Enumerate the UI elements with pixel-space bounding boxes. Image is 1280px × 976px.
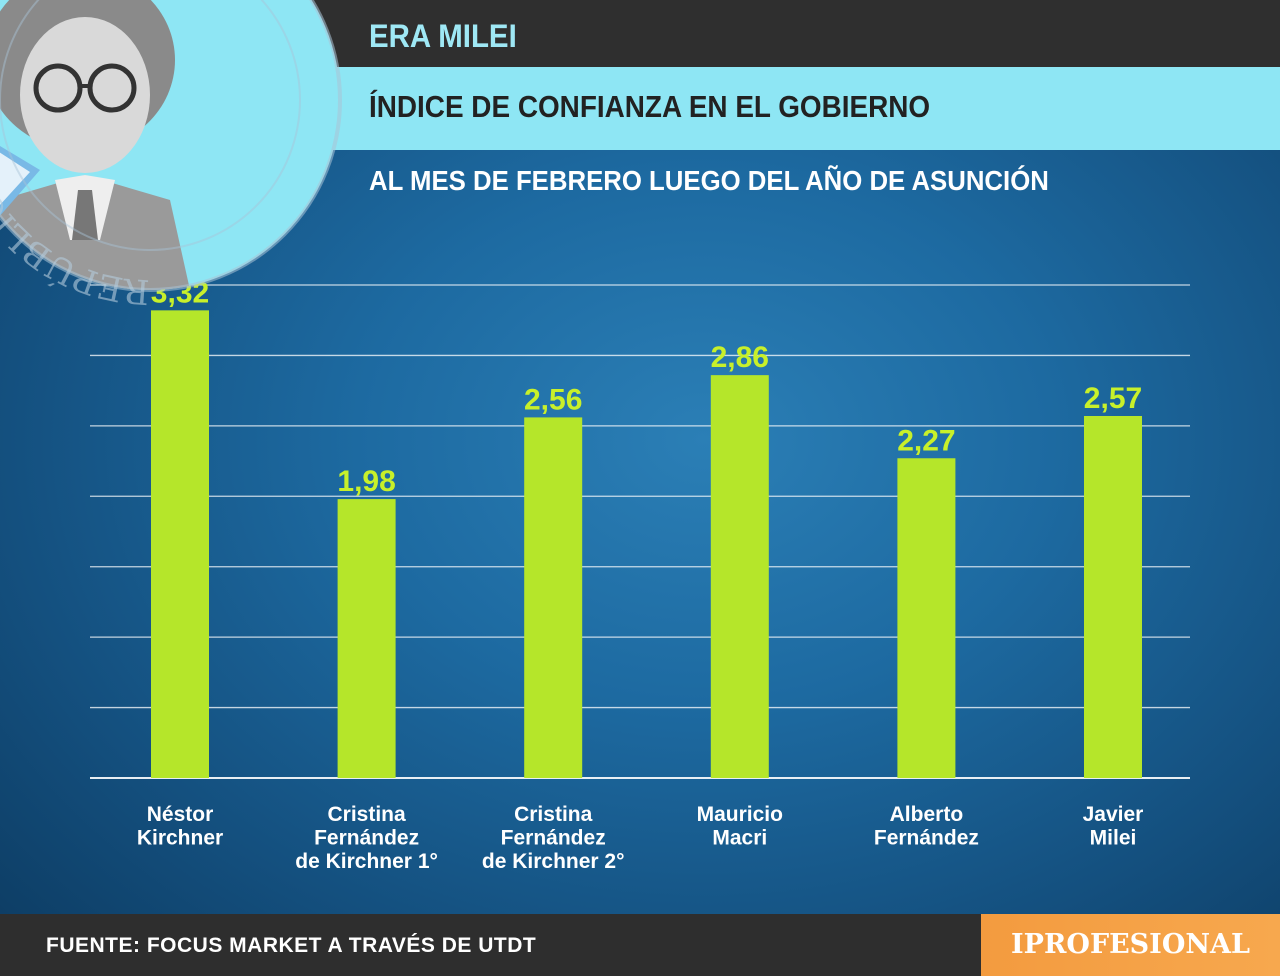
value-label: 2,86 [711,341,769,374]
brand-logo: IPROFESIONAL [1011,929,1250,960]
chart-subtitle: ÍNDICE DE CONFIANZA EN EL GOBIERNO [369,89,931,124]
bar [151,310,209,778]
chart-title: ERA MILEI [369,18,517,54]
republic-seal-watermark: REPÚBLICA ARGENTINA [0,0,342,310]
category-label: Cristina Fernández de Kirchner 2° [482,803,625,873]
bars [151,310,1142,778]
brand-badge[interactable]: IPROFESIONAL [981,914,1280,976]
category-label: Javier Milei [1083,803,1144,850]
value-label: 1,98 [337,465,395,498]
category-label: Alberto Fernández [874,803,979,850]
chart-note: AL MES DE FEBRERO LUEGO DEL AÑO DE ASUNC… [369,165,1049,196]
bar [1084,415,1142,778]
category-label: Cristina Fernández de Kirchner 1° [295,803,438,873]
value-label: 2,56 [524,383,582,416]
source-note: FUENTE: FOCUS MARKET A TRAVÉS DE UTDT [46,934,537,957]
category-label: Mauricio Macri [697,803,783,850]
value-label: 2,27 [897,424,955,457]
seal-text: REPÚBLICA ARGENTINA [0,0,151,310]
bar [897,458,956,778]
bar [337,499,396,778]
gridlines [90,284,1190,779]
bar [710,375,769,778]
value-label: 2,57 [1084,382,1142,415]
category-labels: Néstor Kirchner Cristina Fernández de Kirchn… [137,803,1144,873]
category-label: Néstor Kirchner [137,803,223,850]
bar [524,417,583,778]
